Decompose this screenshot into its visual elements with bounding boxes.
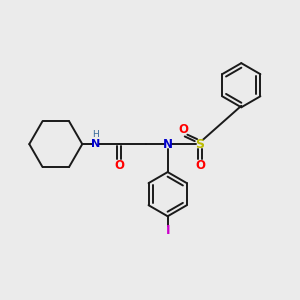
Text: H: H bbox=[92, 130, 99, 139]
Text: I: I bbox=[165, 224, 170, 238]
Text: O: O bbox=[195, 159, 205, 172]
Text: O: O bbox=[114, 159, 124, 172]
Text: N: N bbox=[163, 138, 173, 151]
Text: N: N bbox=[91, 139, 100, 149]
Text: O: O bbox=[179, 123, 189, 136]
Text: S: S bbox=[196, 138, 205, 151]
